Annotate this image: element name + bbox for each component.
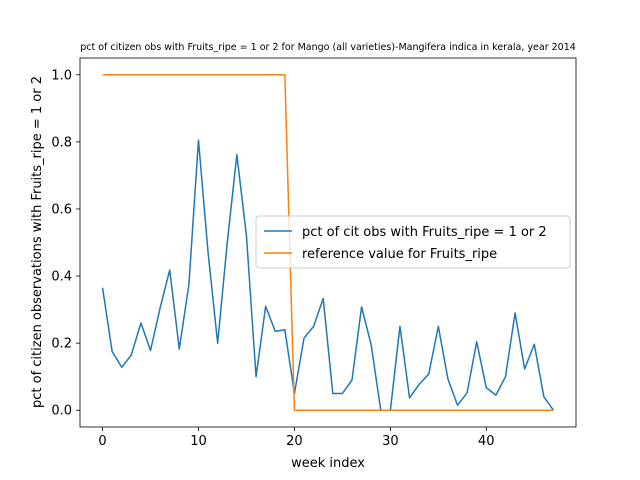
- legend: pct of cit obs with Fruits_ripe = 1 or 2…: [255, 215, 571, 269]
- x-tick-label: 30: [382, 434, 399, 449]
- y-tick-label: 1.0: [51, 68, 72, 83]
- series-line-1: [101, 139, 555, 411]
- x-axis-ticks: 0 10 20 30 40: [98, 427, 495, 449]
- y-tick-label: 0.8: [51, 135, 72, 150]
- x-tick-label: 40: [478, 434, 495, 449]
- x-tick-label: 0: [98, 434, 106, 449]
- y-tick-label: 0.0: [51, 404, 72, 419]
- x-tick-label: 20: [286, 434, 303, 449]
- legend-box: [255, 215, 571, 269]
- x-tick-label: 10: [190, 434, 207, 449]
- legend-label-series-2: reference value for Fruits_ripe: [302, 247, 497, 262]
- plot-frame: [79, 57, 577, 428]
- y-axis-ticks: 0.0 0.2 0.4 0.6 0.8 1.0: [51, 68, 80, 419]
- y-tick-label: 0.4: [51, 270, 72, 285]
- chart-title: pct of citizen obs with Fruits_ripe = 1 …: [80, 42, 576, 53]
- legend-label-series-1: pct of cit obs with Fruits_ripe = 1 or 2: [302, 225, 547, 240]
- series-line-2: [102, 74, 554, 411]
- x-axis-label: week index: [291, 456, 365, 471]
- y-tick-label: 0.2: [51, 337, 72, 352]
- series-layer: [101, 74, 555, 411]
- y-axis-label: pct of citizen observations with Fruits_…: [30, 76, 45, 408]
- y-tick-label: 0.6: [51, 202, 72, 217]
